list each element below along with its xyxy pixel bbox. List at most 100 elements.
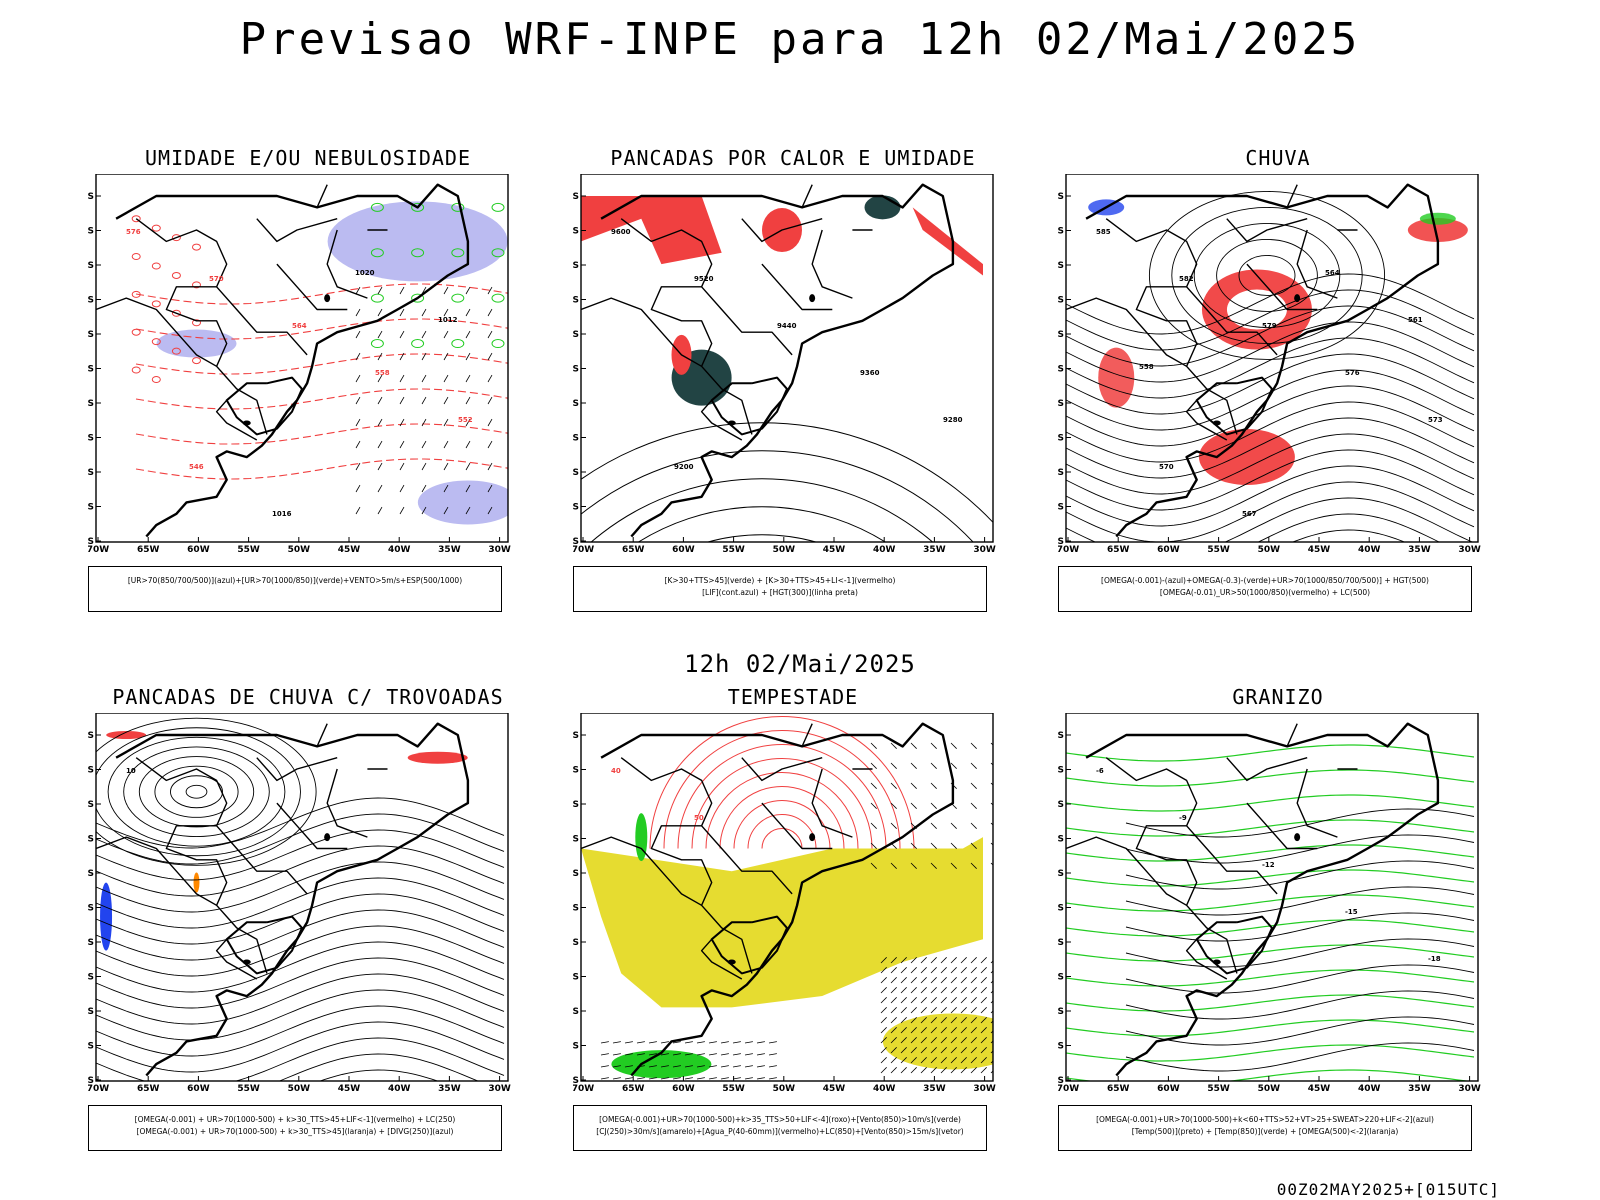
lat-label: 33S [1058, 434, 1064, 444]
streamline [170, 775, 223, 809]
wind-vector [660, 1077, 669, 1080]
streamline [96, 941, 505, 993]
coastline [600, 722, 955, 1077]
wind-vector [708, 1041, 717, 1044]
humidity-contour [491, 248, 505, 258]
lon-label: 65W [137, 545, 160, 555]
wind-vector [465, 418, 471, 427]
streamline [96, 861, 505, 913]
wind-vector [900, 1017, 907, 1024]
run-timestamp: 00Z02MAY2025+[015UTC] [1276, 1180, 1500, 1199]
precip-water-contour [691, 758, 873, 849]
wind-vector [487, 330, 493, 339]
page-title: Previsao WRF-INPE para 12h 02/Mai/2025 [239, 14, 1361, 65]
contour-label: 9520 [694, 275, 714, 283]
lon-label: 60W [187, 545, 210, 555]
lat-label: 21S [88, 835, 94, 845]
wind-vector [930, 1067, 937, 1074]
state-border [581, 297, 702, 367]
humidity-contour [411, 248, 425, 258]
wind-vector [990, 842, 993, 846]
panel-granizo: GRANIZO -6 -9 -12 -15 -18 12S 15S 18S 21S 24S 27S 3… [1058, 685, 1498, 1175]
contour-label: 567 [1242, 510, 1257, 518]
legend-line: [OMEGA(-0.01)_UR>50(1000/850)(vermelho) … [1159, 588, 1371, 597]
map-frame [1065, 713, 1479, 1082]
wind-vector [487, 418, 493, 427]
lat-label: 12S [88, 192, 94, 202]
temp850-contour [1066, 1019, 1475, 1037]
wind-vector [970, 977, 977, 984]
lon-label: 30W [1458, 545, 1481, 555]
precip-water-contour [663, 730, 901, 849]
wind-vector [890, 1007, 897, 1014]
temp500-contour [1125, 860, 1475, 890]
wind-vector [672, 1065, 681, 1068]
wind-vector [920, 1037, 927, 1044]
wind-vector [744, 1053, 753, 1056]
contour-label: 9280 [943, 416, 963, 424]
wind-vector [768, 1065, 777, 1068]
wind-vector [980, 1037, 987, 1044]
humidity-contour [151, 262, 161, 270]
wind-vector [377, 286, 383, 295]
map-chuva: 585 582 579 576 573 570 567 564 561 558 12S 15S 18S 2… [1058, 174, 1481, 555]
contour-label: 579 [1262, 322, 1277, 330]
wind-vector [684, 1041, 693, 1044]
lake-marker [809, 294, 816, 303]
map-frame [95, 713, 509, 1082]
humidity-contour [370, 339, 384, 349]
wind-vector [930, 1027, 937, 1034]
wind-vector [684, 1065, 693, 1068]
temp500-contour [1125, 964, 1475, 994]
wind-vector [421, 308, 427, 317]
hgt500-contour [1066, 481, 1475, 542]
state-border [811, 229, 853, 299]
wind-vector [950, 1047, 957, 1054]
divergence-area [100, 882, 113, 951]
wind-vector [950, 987, 957, 994]
humidity-contour [491, 339, 505, 349]
panel-umidade: UMIDADE E/OU NEBULOSIDADE 576 570 564 558 55… [88, 146, 528, 636]
wind-vector [660, 1041, 669, 1044]
wind-vector [990, 990, 993, 994]
wind-vector [443, 352, 449, 361]
lat-label: 21S [573, 296, 579, 306]
state-border [620, 218, 753, 435]
humidity-contour [131, 328, 141, 336]
wind-vector [421, 418, 427, 427]
state-border [256, 218, 338, 243]
wind-vector [970, 1047, 977, 1054]
wind-vector [744, 1065, 753, 1068]
lon-label: 50W [288, 1084, 311, 1094]
wind-vector [732, 1065, 741, 1068]
wind-vector [930, 987, 937, 994]
wind-vector [980, 1047, 987, 1054]
lon-label: 60W [187, 1084, 210, 1094]
streamline [138, 756, 255, 828]
lat-label: 24S [1058, 869, 1064, 879]
hgt500-contour [1066, 465, 1475, 527]
lon-label: 70W [88, 1084, 109, 1094]
wind-vector [910, 977, 917, 984]
wind-vector [487, 440, 493, 449]
hgt500-contour [1066, 289, 1475, 351]
wind-vector [696, 1077, 705, 1080]
wind-vector [990, 762, 993, 766]
lat-label: 21S [573, 835, 579, 845]
wind-vector [990, 1040, 993, 1044]
wind-vector [355, 440, 361, 449]
wind-vector [880, 1037, 887, 1044]
wind-vector [950, 977, 957, 984]
wind-vector [890, 1047, 897, 1054]
wind-vector [660, 1053, 669, 1056]
wind-vector [465, 352, 471, 361]
wind-vector [890, 762, 897, 769]
humidity-contour [370, 202, 384, 212]
streamline [154, 765, 239, 818]
wind-vector [950, 742, 957, 749]
wind-vector [910, 1047, 917, 1054]
lon-label: 45W [1308, 545, 1331, 555]
lon-label: 60W [672, 1084, 695, 1094]
map-trovoadas: 10 12S 15S 18S 21S 24S 27S 30S 33S 36S 39S 42S70W 65… [88, 713, 511, 1094]
wind-vector [355, 374, 361, 383]
